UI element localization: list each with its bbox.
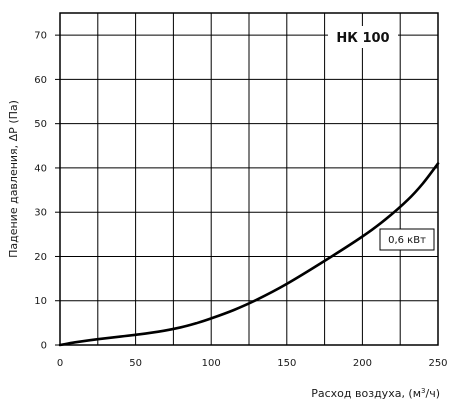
series-label-0-6kw: 0,6 кВт [388, 235, 426, 246]
x-axis-title-superscript: 3 [421, 387, 425, 395]
series-line-0-6kw [58, 162, 440, 347]
y-tick-label: 50 [34, 119, 47, 130]
x-tick-label: 250 [428, 358, 447, 369]
y-tick-label: 60 [34, 75, 47, 86]
y-axis-ticks: 0 10 20 30 40 50 60 70 [34, 31, 60, 352]
x-axis-ticks: 0 50 100 150 200 250 [57, 358, 448, 369]
series-label-box [379, 228, 435, 251]
plot-frame [59, 12, 439, 346]
x-tick-label: 50 [129, 358, 142, 369]
y-tick-label: 30 [34, 208, 47, 219]
grid-lines [60, 13, 438, 345]
y-tick-label: 40 [34, 163, 47, 174]
y-axis-title: Падение давления, ΔР (Па) [7, 100, 20, 258]
x-tick-label: 200 [353, 358, 372, 369]
y-tick-label: 0 [41, 341, 47, 352]
y-tick-label: 70 [34, 31, 47, 42]
y-tick-label: 20 [34, 252, 47, 263]
x-tick-label: 100 [202, 358, 221, 369]
x-axis-title-main: Расход воздуха, (м [311, 387, 421, 400]
x-tick-label: 0 [57, 358, 63, 369]
x-axis-title: Расход воздуха, (м3/ч) [311, 387, 440, 400]
y-tick-label: 10 [34, 296, 47, 307]
x-tick-label: 150 [277, 358, 296, 369]
x-axis-title-end: /ч) [426, 387, 441, 400]
model-label-box [328, 26, 398, 48]
model-label: НК 100 [336, 31, 389, 46]
